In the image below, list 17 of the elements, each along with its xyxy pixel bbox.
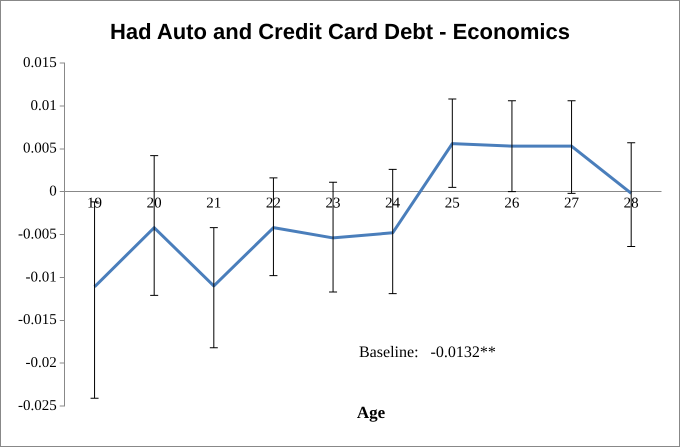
y-tick-label: 0.015 [22, 54, 57, 71]
chart-title: Had Auto and Credit Card Debt - Economics [108, 19, 571, 45]
x-tick-label: 21 [206, 196, 222, 212]
y-tick-label: 0.005 [22, 140, 57, 157]
y-tick-label: -0.02 [25, 355, 57, 372]
y-tick-label: -0.01 [25, 269, 57, 286]
y-tick-label: 0 [49, 184, 57, 200]
annotation: Baseline: -0.0132** [359, 344, 496, 362]
y-tick-label: -0.015 [18, 312, 57, 328]
x-tick-label: 26 [504, 196, 520, 212]
x-axis-title: Age [356, 403, 386, 423]
y-tick-label: -0.025 [18, 398, 57, 414]
x-tick-label: 25 [444, 196, 460, 212]
y-tick-label: 0.01 [30, 98, 57, 114]
x-tick-label: 27 [564, 196, 580, 212]
x-tick-label: 19 [87, 196, 102, 212]
y-tick-label: -0.005 [18, 226, 57, 242]
